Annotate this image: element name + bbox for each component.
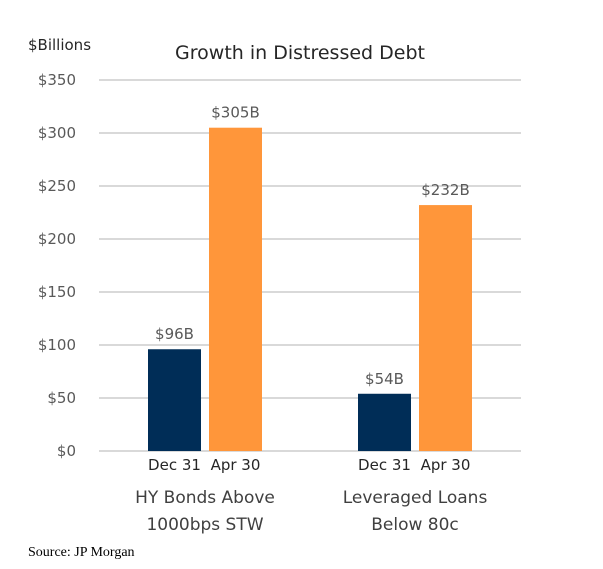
data-label: $96B: [155, 325, 194, 343]
y-tick-label: $200: [38, 230, 76, 248]
category-label: Dec 31: [358, 456, 411, 474]
bar-dec-31: [358, 393, 411, 451]
chart-title: Growth in Distressed Debt: [175, 42, 425, 64]
category-label: Apr 30: [211, 456, 261, 474]
y-tick-label: $150: [38, 283, 76, 301]
y-axis-unit-label: $Billions: [28, 36, 91, 54]
category-label: Apr 30: [421, 456, 471, 474]
source-note: Source: JP Morgan: [28, 545, 135, 560]
y-tick-label: $50: [47, 389, 76, 407]
y-tick-label: $350: [38, 71, 76, 89]
y-tick-label: $100: [38, 336, 76, 354]
group-label: 1000bps STW: [146, 515, 263, 535]
bars: [148, 127, 472, 451]
y-axis-ticks: $0 $50 $100 $150 $200 $250 $300 $350: [38, 71, 76, 460]
category-labels: Dec 31 Apr 30 Dec 31 Apr 30: [148, 456, 470, 474]
data-label: $54B: [365, 370, 404, 388]
group-labels: HY Bonds Above 1000bps STW Leveraged Loans…: [135, 488, 487, 535]
y-tick-label: $0: [57, 442, 76, 460]
group-label: Below 80c: [371, 515, 459, 535]
category-label: Dec 31: [148, 456, 201, 474]
data-label: $232B: [421, 181, 469, 199]
y-tick-label: $250: [38, 177, 76, 195]
y-tick-label: $300: [38, 124, 76, 142]
data-label: $305B: [211, 104, 259, 122]
group-label: HY Bonds Above: [135, 488, 275, 508]
bar-apr-30: [209, 127, 262, 451]
group-label: Leveraged Loans: [343, 488, 488, 508]
bar-dec-31: [148, 349, 201, 451]
data-labels: $96B $305B $54B $232B: [155, 104, 470, 388]
bar-apr-30: [419, 205, 472, 451]
